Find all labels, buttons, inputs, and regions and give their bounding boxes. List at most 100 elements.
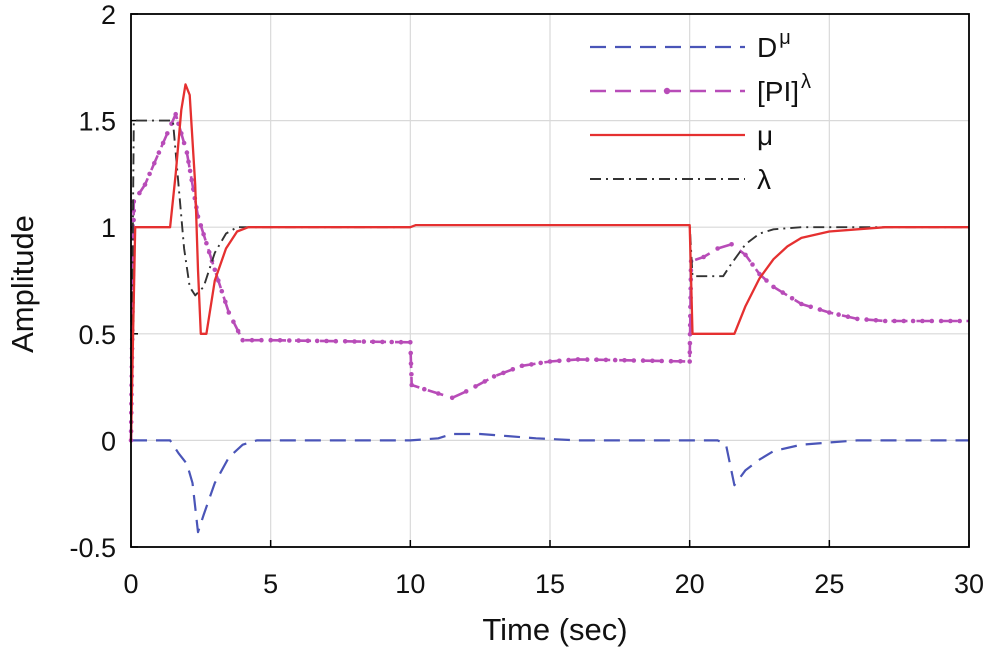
series-marker: [668, 358, 674, 364]
series-marker: [547, 359, 553, 364]
series-marker: [436, 391, 441, 396]
x-tick-label: 15: [535, 569, 565, 599]
y-axis-title: Amplitude: [5, 215, 40, 353]
plot-frame: [130, 13, 970, 548]
series-marker: [566, 357, 571, 363]
series-marker: [169, 121, 174, 127]
series-marker: [422, 386, 427, 392]
series-marker: [729, 242, 734, 247]
series-marker: [882, 318, 888, 324]
series-marker: [473, 384, 478, 389]
x-tick-label: 30: [954, 569, 984, 599]
series-marker: [324, 338, 329, 344]
series-marker: [186, 159, 191, 164]
series-marker: [603, 357, 609, 363]
series-marker: [314, 338, 320, 344]
series-marker: [631, 358, 637, 363]
y-tick-label: 0: [101, 426, 116, 456]
series-marker: [659, 358, 664, 364]
series-marker: [780, 290, 786, 295]
series-marker: [212, 267, 218, 273]
series-marker: [408, 340, 413, 345]
y-tick-label: 2: [101, 0, 116, 30]
series-marker: [799, 301, 804, 307]
series-marker: [219, 288, 225, 294]
series-marker: [277, 338, 283, 343]
x-tick-label: 0: [123, 569, 138, 599]
x-tick-label: 10: [395, 569, 425, 599]
y-tick-label: 1: [101, 213, 116, 243]
series-marker: [678, 359, 683, 364]
x-axis-title: Time (sec): [482, 612, 627, 647]
series-marker: [827, 310, 832, 315]
legend-label-2: μ: [757, 120, 773, 151]
series-marker: [910, 318, 916, 324]
series-marker: [223, 299, 228, 305]
series-marker: [836, 312, 841, 317]
series-marker: [398, 339, 404, 345]
x-tick-label: 20: [675, 569, 705, 599]
series-marker: [160, 140, 166, 146]
series-marker: [864, 317, 869, 322]
series-marker: [226, 310, 232, 315]
series-marker: [352, 339, 357, 344]
legend-superscript-1: λ: [801, 71, 811, 93]
y-tick-label: 0.5: [78, 320, 116, 350]
series-marker: [575, 357, 581, 362]
series-marker: [482, 379, 488, 384]
series-marker: [771, 284, 776, 290]
series-marker: [131, 217, 136, 223]
series-marker: [449, 395, 455, 401]
series-marker: [305, 338, 311, 344]
y-tick-labels: -0.5 0 0.5 1 1.5 2: [69, 0, 116, 563]
series-marker: [187, 168, 193, 174]
legend-superscript-0: μ: [779, 27, 791, 49]
series-marker: [622, 358, 627, 363]
series-marker: [929, 318, 935, 324]
series-marker: [333, 338, 339, 344]
series-marker: [259, 337, 264, 343]
x-tick-label: 5: [263, 569, 278, 599]
series-marker: [817, 307, 823, 312]
series-marker: [750, 262, 755, 267]
series-layer: [128, 83, 969, 534]
series-marker: [206, 249, 212, 255]
series-marker: [519, 363, 525, 369]
series-marker: [287, 338, 292, 343]
series-marker: [216, 278, 221, 283]
series-marker: [408, 350, 414, 356]
series-marker: [501, 370, 506, 376]
series-marker: [342, 339, 348, 344]
series-marker: [687, 341, 693, 346]
y-tick-label: -0.5: [69, 533, 116, 563]
series-marker: [156, 150, 162, 155]
series-marker: [538, 360, 543, 366]
legend-label-3: λ: [757, 164, 771, 195]
series-marker: [938, 318, 944, 324]
series-marker: [240, 337, 245, 343]
series-marker: [204, 240, 209, 246]
series-marker: [184, 150, 190, 155]
series-marker: [789, 296, 795, 301]
series-marker: [198, 223, 204, 228]
series-marker: [584, 357, 590, 362]
series-marker: [920, 318, 925, 324]
series-marker: [361, 339, 367, 344]
series-marker: [687, 350, 693, 355]
series-marker: [409, 382, 415, 388]
series-marker: [687, 359, 692, 364]
series-marker: [408, 361, 414, 366]
series-marker: [808, 304, 813, 310]
series-marker: [147, 171, 152, 177]
series-marker: [594, 357, 599, 363]
series-line-3: [130, 119, 969, 441]
series-line-0: [131, 432, 969, 534]
series-marker: [173, 111, 178, 117]
series-marker: [612, 357, 618, 363]
series-marker: [948, 318, 953, 324]
series-marker: [687, 331, 693, 337]
series-marker: [491, 374, 497, 379]
series-marker: [380, 339, 385, 345]
